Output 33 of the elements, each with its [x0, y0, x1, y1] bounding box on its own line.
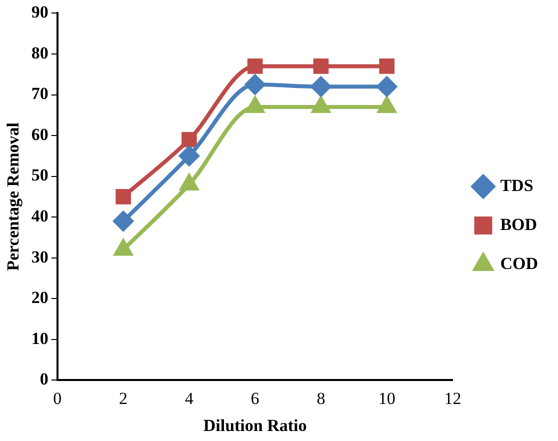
- y-tick-label: 20: [31, 288, 48, 308]
- x-tick-label: 4: [184, 388, 194, 408]
- legend-label: TDS: [500, 176, 534, 195]
- legend-label: COD: [500, 254, 538, 273]
- point: [379, 58, 394, 74]
- y-axis-title: Percentage Removal: [4, 122, 23, 271]
- x-tick-label: 8: [316, 388, 326, 408]
- point: [313, 58, 329, 74]
- y-tick-label: 50: [31, 166, 48, 185]
- point: [179, 146, 200, 166]
- y-tick-label: 70: [31, 84, 48, 104]
- x-tick-label: 12: [444, 388, 462, 408]
- x-tick-label: 10: [378, 388, 396, 408]
- point: [114, 240, 132, 256]
- point: [310, 76, 331, 97]
- y-tick-label: 30: [31, 247, 48, 266]
- y-tick-label: 0: [40, 370, 48, 389]
- y-tick-label: 90: [31, 2, 48, 22]
- point: [113, 211, 134, 232]
- point: [245, 74, 266, 95]
- y-tick-label: 80: [31, 43, 48, 62]
- x-axis-title: Dilution Ratio: [203, 416, 307, 436]
- y-tick-label: 40: [31, 206, 48, 226]
- x-tick-label: 0: [53, 388, 62, 408]
- x-tick-label: 2: [119, 388, 128, 408]
- point: [247, 58, 263, 74]
- y-tick-label: 10: [31, 328, 48, 348]
- point: [376, 76, 397, 97]
- point: [116, 189, 131, 204]
- point: [182, 132, 197, 148]
- x-tick-label: 6: [250, 388, 260, 408]
- y-tick-label: 60: [31, 124, 48, 144]
- legend-label: BOD: [500, 214, 538, 234]
